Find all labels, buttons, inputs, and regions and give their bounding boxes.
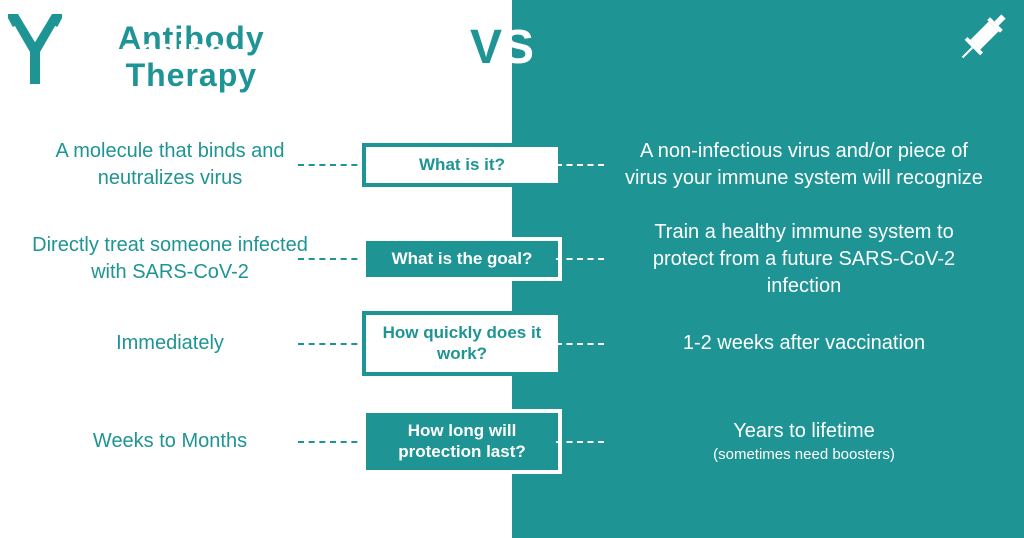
row-what-is-it: A molecule that binds and neutralizes vi…	[0, 138, 1024, 192]
connector-left-4	[298, 441, 368, 443]
row-duration: Weeks to Months How long will protection…	[0, 428, 1024, 455]
right-answer-2: Train a healthy immune system to protect…	[594, 219, 1014, 300]
left-answer-2: Directly treat someone infected with SAR…	[0, 232, 340, 286]
vs-s: S	[502, 21, 534, 74]
left-answer-3: Immediately	[0, 330, 340, 357]
question-label-3: How quickly does it work?	[362, 311, 562, 376]
connector-left-1	[298, 164, 368, 166]
question-label-1: What is it?	[362, 143, 562, 187]
question-label-4: How long will protection last?	[362, 409, 562, 474]
right-answer-1: A non-infectious virus and/or piece of v…	[594, 138, 1014, 192]
vs-v: V	[470, 21, 502, 74]
question-label-2: What is the goal?	[362, 237, 562, 281]
left-answer-4: Weeks to Months	[0, 428, 340, 455]
right-title: Vaccine	[100, 32, 226, 69]
right-answer-4-sub: (sometimes need boosters)	[624, 445, 984, 465]
vs-label: VS	[470, 20, 534, 75]
comparison-infographic: VS Antibody Therapy Vaccine	[0, 0, 1024, 538]
syringe-icon	[952, 6, 1014, 73]
connector-left-2	[298, 258, 368, 260]
right-answer-4: Years to lifetime (sometimes need booste…	[594, 418, 1014, 465]
right-answer-3: 1-2 weeks after vaccination	[594, 330, 1014, 357]
antibody-icon	[8, 14, 62, 89]
connector-left-3	[298, 343, 368, 345]
right-answer-4-main: Years to lifetime	[733, 420, 875, 442]
left-answer-1: A molecule that binds and neutralizes vi…	[0, 138, 340, 192]
row-goal: Directly treat someone infected with SAR…	[0, 232, 1024, 286]
row-speed: Immediately How quickly does it work? 1-…	[0, 330, 1024, 357]
